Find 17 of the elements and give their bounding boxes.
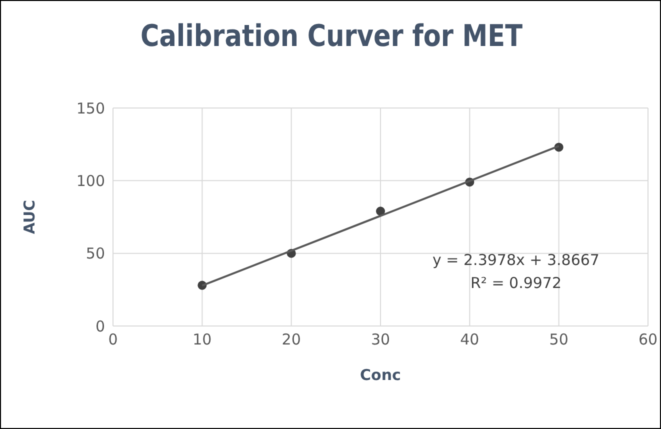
x-tick-label: 10: [192, 330, 212, 349]
y-tick-label: 50: [86, 244, 105, 263]
point: [376, 206, 386, 216]
x-tick-label: 0: [108, 330, 118, 349]
y-axis-title: AUC: [20, 200, 38, 234]
x-tick-label: 50: [549, 330, 568, 349]
x-tick-label: 40: [460, 330, 480, 349]
y-tick-label: 100: [76, 172, 105, 190]
x-tick-label: 60: [638, 330, 658, 349]
x-axis-title: Conc: [360, 366, 401, 384]
chart-title: Calibration Curver for MET: [140, 19, 524, 54]
x-tick-label: 20: [282, 330, 301, 349]
y-tick-label: 0: [95, 317, 105, 336]
y-tick-label: 150: [76, 99, 105, 118]
annotation: R² = 0.9972: [469, 274, 563, 292]
x-tick-label: 30: [370, 330, 390, 349]
annotation: y = 2.3978x + 3.8667: [432, 251, 600, 269]
